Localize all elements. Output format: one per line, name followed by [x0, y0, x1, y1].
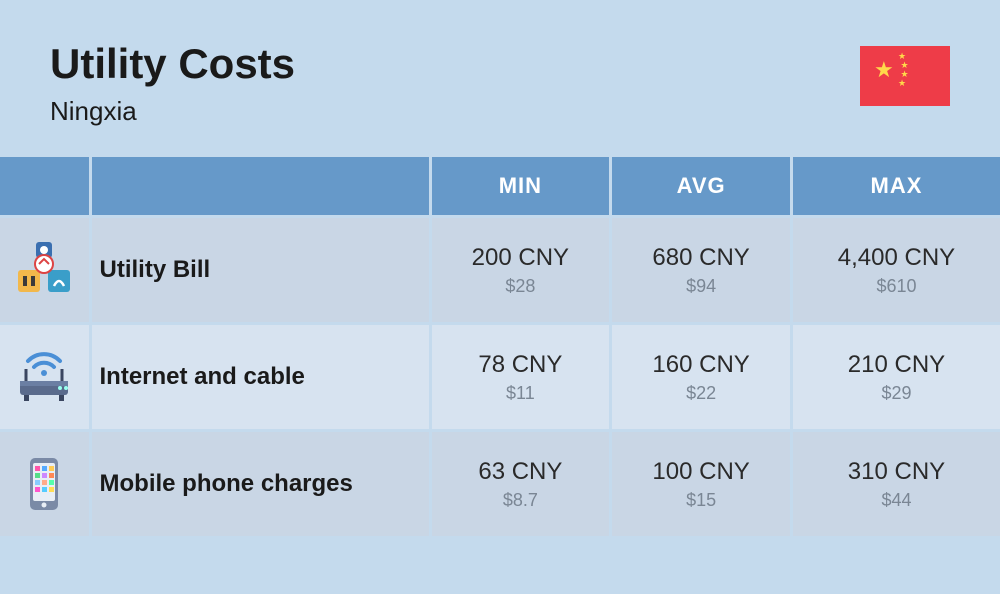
flag-china-icon: ★ ★ ★ ★★	[860, 46, 950, 106]
col-header-avg: AVG	[611, 157, 792, 217]
value-secondary: $610	[803, 276, 990, 297]
table-row: Mobile phone charges 63 CNY $8.7 100 CNY…	[0, 431, 1000, 537]
value-primary: 78 CNY	[442, 351, 600, 379]
col-header-min: MIN	[430, 157, 611, 217]
cell-avg: 680 CNY $94	[611, 217, 792, 324]
utility-costs-table: MIN AVG MAX Utility Bill	[0, 157, 1000, 536]
title-block: Utility Costs Ningxia	[50, 40, 295, 127]
value-secondary: $28	[442, 276, 600, 297]
row-label: Utility Bill	[90, 217, 430, 324]
value-primary: 100 CNY	[622, 458, 780, 486]
row-label: Mobile phone charges	[90, 431, 430, 537]
router-icon	[0, 324, 90, 431]
value-primary: 160 CNY	[622, 351, 780, 379]
col-header-icon	[0, 157, 90, 217]
value-secondary: $22	[622, 383, 780, 404]
cell-avg: 100 CNY $15	[611, 431, 792, 537]
cell-max: 310 CNY $44	[791, 431, 1000, 537]
row-label: Internet and cable	[90, 324, 430, 431]
page-subtitle: Ningxia	[50, 96, 295, 127]
value-primary: 4,400 CNY	[803, 244, 990, 272]
value-primary: 210 CNY	[803, 351, 990, 379]
value-secondary: $15	[622, 490, 780, 511]
col-header-label	[90, 157, 430, 217]
cell-min: 78 CNY $11	[430, 324, 611, 431]
cell-min: 63 CNY $8.7	[430, 431, 611, 537]
col-header-max: MAX	[791, 157, 1000, 217]
cell-max: 4,400 CNY $610	[791, 217, 1000, 324]
utility-icon	[0, 217, 90, 324]
table-row: Utility Bill 200 CNY $28 680 CNY $94 4,4…	[0, 217, 1000, 324]
table-header-row: MIN AVG MAX	[0, 157, 1000, 217]
value-primary: 680 CNY	[622, 244, 780, 272]
cell-avg: 160 CNY $22	[611, 324, 792, 431]
value-primary: 63 CNY	[442, 458, 600, 486]
value-secondary: $8.7	[442, 490, 600, 511]
phone-icon	[0, 431, 90, 537]
page-title: Utility Costs	[50, 40, 295, 88]
cell-min: 200 CNY $28	[430, 217, 611, 324]
value-secondary: $29	[803, 383, 990, 404]
value-secondary: $11	[442, 383, 600, 404]
header: Utility Costs Ningxia ★ ★ ★ ★★	[0, 0, 1000, 157]
value-primary: 200 CNY	[442, 244, 600, 272]
cell-max: 210 CNY $29	[791, 324, 1000, 431]
value-primary: 310 CNY	[803, 458, 990, 486]
value-secondary: $44	[803, 490, 990, 511]
table-row: Internet and cable 78 CNY $11 160 CNY $2…	[0, 324, 1000, 431]
value-secondary: $94	[622, 276, 780, 297]
